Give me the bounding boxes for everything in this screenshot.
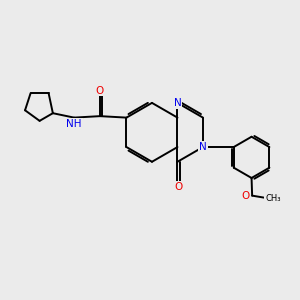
Text: CH₃: CH₃	[265, 194, 280, 203]
Text: O: O	[174, 182, 182, 191]
Text: NH: NH	[66, 119, 82, 129]
Text: N: N	[199, 142, 207, 152]
Text: O: O	[242, 190, 250, 201]
Text: N: N	[174, 98, 181, 108]
Text: O: O	[96, 85, 104, 95]
